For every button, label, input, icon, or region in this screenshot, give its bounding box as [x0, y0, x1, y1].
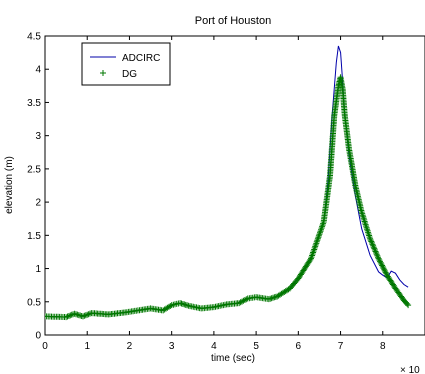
legend: ADCIRC DG	[81, 42, 171, 86]
y-tick-label: 0	[35, 331, 41, 342]
dg-marker	[379, 262, 386, 269]
dg-marker	[404, 300, 411, 307]
dg-marker	[370, 242, 377, 249]
dg-marker	[167, 303, 174, 309]
y-tick-label: 3.5	[27, 98, 41, 109]
legend-label: DG	[122, 69, 137, 80]
dg-marker	[82, 312, 89, 319]
dg-marker	[369, 241, 376, 248]
y-tick-label: 2	[35, 198, 41, 209]
x-tick-label: 5	[253, 341, 259, 352]
dg-marker	[382, 269, 389, 276]
x-tick-label: 0	[42, 341, 48, 352]
dg-marker	[378, 261, 385, 268]
x-tick-label: 2	[127, 341, 133, 352]
dg-marker	[377, 258, 383, 265]
dg-marker	[372, 248, 379, 255]
dg-marker	[85, 311, 92, 318]
x-tick-label: 4	[211, 341, 217, 352]
dg-marker	[80, 313, 86, 320]
y-tick-label: 4.5	[27, 32, 41, 43]
y-tick-label: 0.5	[27, 297, 41, 308]
dg-marker	[367, 237, 374, 244]
dg-marker	[380, 265, 387, 272]
series-markers-dg	[45, 74, 412, 321]
dg-marker	[243, 296, 250, 303]
x-tick-label: 3	[169, 341, 175, 352]
x-axis-multiplier: × 10	[400, 365, 420, 374]
y-tick-label: 3	[35, 131, 41, 142]
dg-marker	[381, 266, 388, 273]
dg-marker	[367, 235, 374, 242]
dg-marker	[376, 257, 383, 263]
axes-frame	[44, 35, 425, 336]
dg-marker	[370, 244, 377, 251]
dg-marker	[307, 256, 314, 263]
dg-marker	[379, 263, 386, 270]
dg-marker	[381, 268, 388, 274]
dg-marker	[373, 249, 380, 256]
dg-marker	[67, 312, 74, 319]
x-tick-label: 1	[84, 341, 90, 352]
y-tick-label: 1	[35, 264, 41, 275]
legend-label: ADCIRC	[122, 53, 160, 64]
dg-marker	[377, 259, 384, 266]
y-axis-label: elevation (m)	[4, 156, 15, 214]
chart-title: Port of Houston	[195, 15, 271, 27]
dg-marker	[373, 251, 380, 258]
dg-marker	[375, 255, 382, 262]
plot-area: 0 1 2 3 4 5 6 7 8 0 0.5 1 1.5 2 2.5 3 3.5 4 4.5	[27, 32, 425, 352]
dg-marker	[405, 302, 412, 309]
dg-marker	[368, 238, 375, 245]
y-tick-label: 2.5	[27, 164, 41, 175]
dg-marker	[63, 314, 70, 321]
legend-swatch-dg	[100, 70, 106, 76]
y-tick-label: 1.5	[27, 231, 41, 242]
x-tick-label: 8	[380, 341, 386, 352]
y-tick-label: 4	[35, 65, 41, 76]
x-axis-label: time (sec)	[211, 353, 255, 364]
x-tick-label: 6	[296, 341, 302, 352]
dg-marker	[65, 313, 72, 319]
dg-marker	[371, 245, 378, 252]
dg-marker	[375, 254, 381, 261]
x-tick-label: 7	[338, 341, 344, 352]
legend-box	[81, 42, 171, 86]
